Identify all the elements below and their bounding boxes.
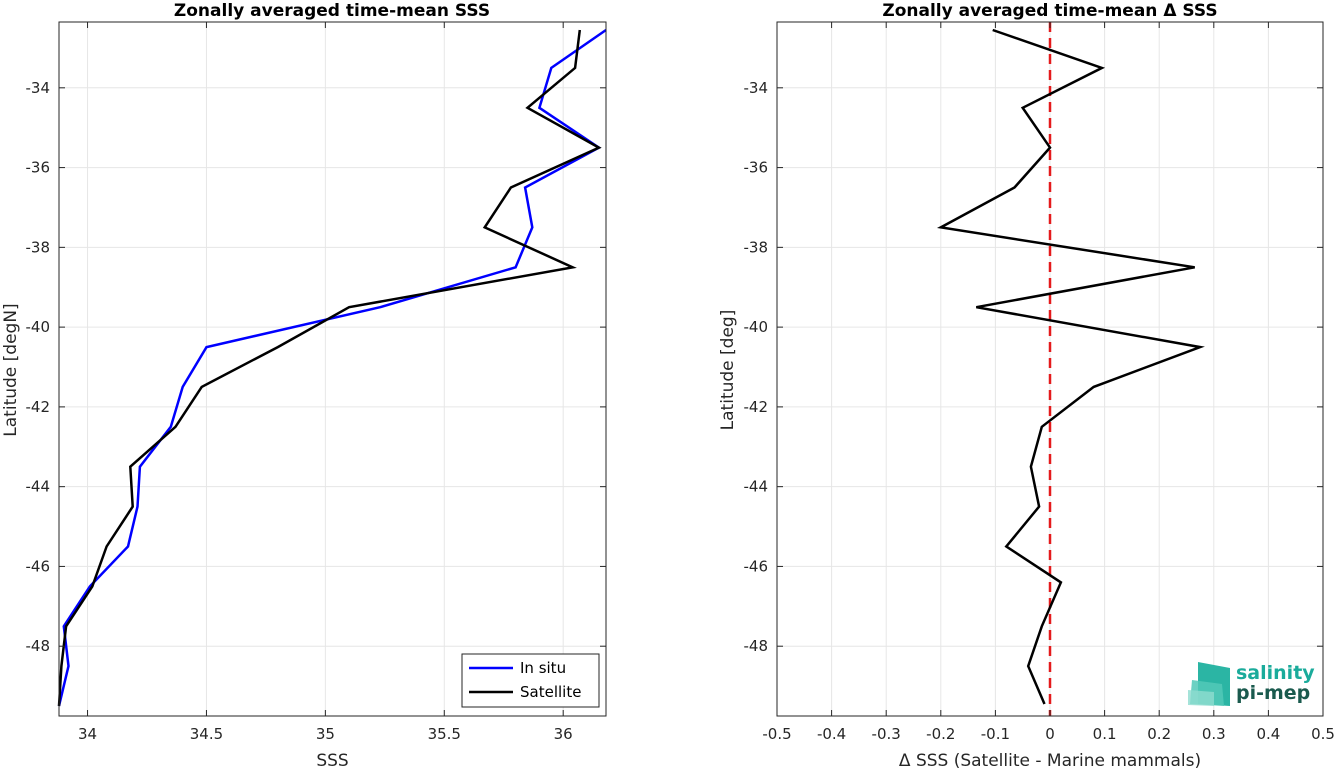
legend: In situ Satellite — [461, 653, 600, 708]
x-tick-label: 0.1 — [1093, 725, 1117, 743]
x-tick-label: -0.2 — [926, 725, 955, 743]
x-tick-label: 0.2 — [1147, 725, 1171, 743]
y-tick-label: -46 — [744, 557, 769, 575]
x-tick-label: 34.5 — [190, 725, 223, 743]
chart-panel-left: 34 34.5 35 35.5 36 -34 -36 -38 -40 -42 -44 -46 -48 Zo… — [1, 1, 607, 769]
axes-box — [58, 21, 607, 717]
y-tick-label: -38 — [744, 238, 769, 256]
x-tick-label: 0.3 — [1202, 725, 1226, 743]
x-tick-label: 34 — [78, 725, 97, 743]
x-tick-label: -0.5 — [762, 725, 791, 743]
logo-text-pi-mep: pi-mep — [1236, 682, 1310, 704]
series-line-delta-sss — [936, 28, 1205, 705]
y-tick-label: -38 — [26, 238, 51, 256]
series-line-satellite — [57, 29, 602, 707]
y-tick-label: -40 — [26, 318, 51, 336]
x-tick-label: 36 — [554, 725, 573, 743]
logo-wave-icon — [1188, 662, 1230, 706]
y-axis-label: Latitude [deg] — [718, 310, 738, 431]
x-axis-label: SSS — [316, 751, 348, 769]
y-tick-label: -42 — [26, 398, 51, 416]
chart-title: Zonally averaged time-mean SSS — [174, 1, 490, 21]
legend-label: Satellite — [520, 683, 581, 701]
y-axis-label: Latitude [degN] — [1, 303, 21, 436]
x-axis-label: Δ SSS (Satellite - Marine mammals) — [899, 751, 1201, 769]
x-tick-label: 0.5 — [1311, 725, 1335, 743]
y-tick-label: -44 — [26, 478, 51, 496]
y-tick-label: -34 — [26, 79, 51, 97]
x-tick-label: 0 — [1045, 725, 1055, 743]
y-tick-label: -48 — [744, 637, 769, 655]
logo-text-salinity: salinity — [1236, 662, 1315, 684]
y-tick-label: -48 — [26, 637, 51, 655]
y-tick-label: -44 — [744, 478, 769, 496]
y-tick-label: -34 — [744, 79, 769, 97]
chart-title: Zonally averaged time-mean Δ SSS — [882, 1, 1217, 21]
y-tick-label: -40 — [744, 318, 769, 336]
legend-label: In situ — [520, 659, 566, 677]
y-tick-label: -36 — [26, 159, 51, 177]
legend-box — [461, 653, 600, 708]
x-tick-label: -0.3 — [872, 725, 901, 743]
y-tick-label: -46 — [26, 557, 51, 575]
plot-area — [59, 22, 606, 716]
x-tick-label: -0.1 — [981, 725, 1010, 743]
x-tick-label: -0.4 — [817, 725, 846, 743]
x-tick-label: 0.4 — [1256, 725, 1280, 743]
salinity-pi-mep-logo: salinity pi-mep — [1188, 662, 1315, 706]
x-tick-label: 35.5 — [428, 725, 461, 743]
x-tick-label: 35 — [316, 725, 335, 743]
y-tick-label: -36 — [744, 159, 769, 177]
chart-panel-right: -0.5 -0.4 -0.3 -0.2 -0.1 0 0.1 0.2 0.3 0.4 0.5 -34 -… — [718, 1, 1335, 769]
y-tick-label: -42 — [744, 398, 769, 416]
